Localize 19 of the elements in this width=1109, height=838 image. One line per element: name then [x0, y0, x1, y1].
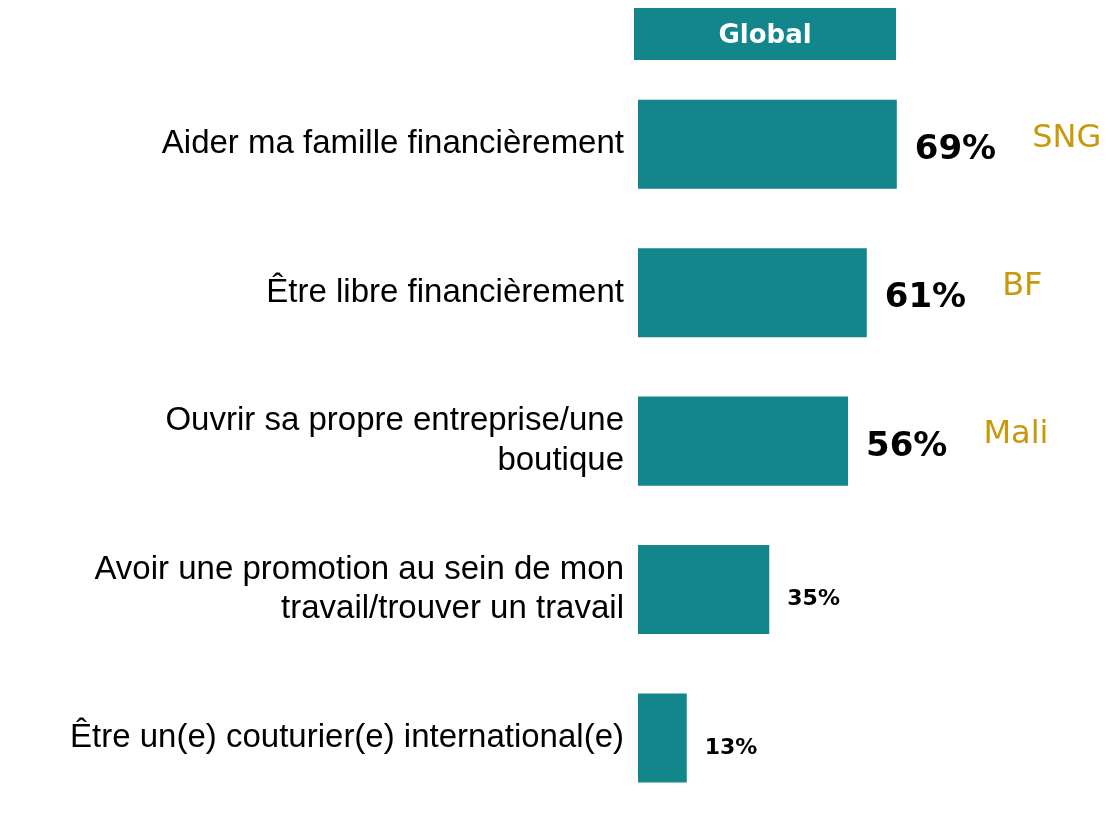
data-label: 13% [704, 733, 758, 759]
y-tick-label: Être libre financièrement [266, 271, 624, 309]
bar [638, 545, 770, 635]
y-tick-label: Avoir une promotion au sein de mon travail/trouver un travail [94, 548, 624, 626]
bar [638, 248, 867, 338]
y-tick-label: Aider ma famille financièrement [161, 123, 624, 161]
chart-title: Global [634, 8, 896, 60]
bar [638, 396, 849, 486]
data-label: 61% [884, 275, 967, 316]
bar [638, 99, 897, 189]
text: BF [1002, 264, 1043, 303]
y-tick-label: Ouvrir sa propre entreprise/une boutique [165, 400, 624, 477]
text: Mali [983, 413, 1049, 452]
data-label: 35% [787, 585, 840, 611]
data-label: 56% [866, 423, 948, 464]
y-tick-label: Être un(e) couturier(e) international(e) [70, 717, 624, 755]
data-label: 69% [914, 127, 997, 168]
bar [638, 693, 687, 783]
text: SNG [1032, 116, 1102, 155]
